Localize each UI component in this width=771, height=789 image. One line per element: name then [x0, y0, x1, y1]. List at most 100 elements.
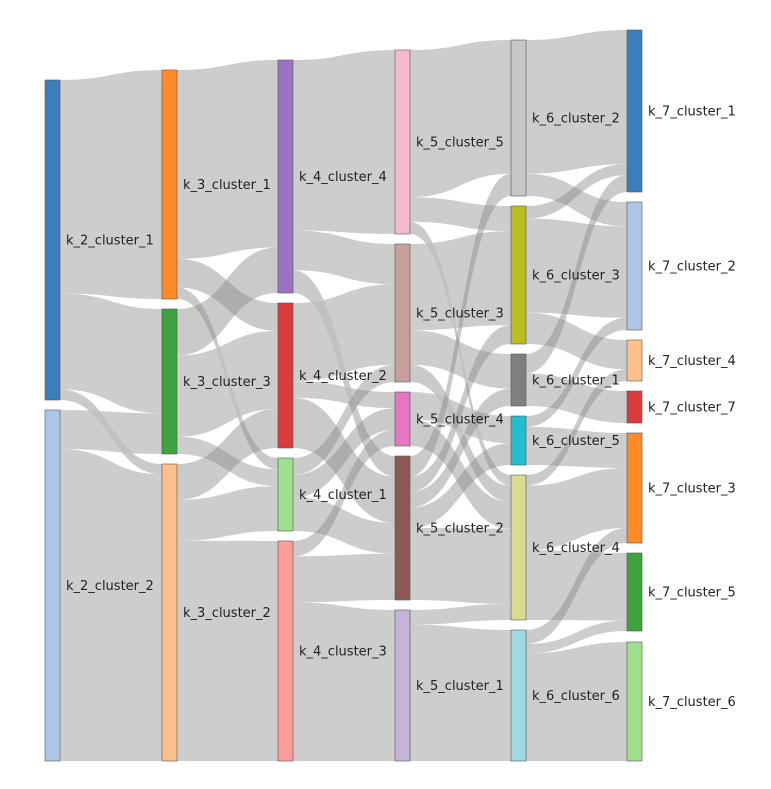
link-k_6_cluster_3-to-k_7_cluster_4[interactable]: [526, 312, 627, 370]
link-k_6_cluster_2-to-k_7_cluster_2[interactable]: [526, 173, 627, 227]
node-k_6_cluster_6[interactable]: [510, 629, 527, 762]
link-k_5_cluster_4-to-k_6_cluster_5[interactable]: [410, 392, 511, 444]
link-k_5_cluster_2-to-k_6_cluster_5[interactable]: [410, 443, 511, 528]
link-k_6_cluster_1-to-k_7_cluster_7[interactable]: [526, 373, 627, 424]
node-label-k_7_cluster_1: k_7_cluster_1: [648, 105, 736, 120]
link-k_4_cluster_4-to-k_5_cluster_3[interactable]: [293, 230, 395, 285]
node-label-k_7_cluster_7: k_7_cluster_7: [648, 401, 736, 416]
node-label-k_6_cluster_5: k_6_cluster_5: [532, 434, 620, 449]
link-k_2_cluster_1-to-k_3_cluster_1[interactable]: [60, 70, 162, 299]
node-k_6_cluster_3[interactable]: [510, 205, 527, 345]
link-k_6_cluster_4-to-k_7_cluster_3[interactable]: [526, 468, 627, 551]
node-k_4_cluster_4[interactable]: [277, 59, 294, 294]
node-label-k_3_cluster_2: k_3_cluster_2: [183, 606, 271, 621]
node-k_3_cluster_2[interactable]: [161, 463, 178, 762]
link-k_6_cluster_6-to-k_7_cluster_5[interactable]: [526, 620, 627, 654]
node-k_6_cluster_4[interactable]: [510, 474, 527, 621]
link-k_3_cluster_1-to-k_4_cluster_2[interactable]: [177, 258, 278, 331]
link-k_4_cluster_4-to-k_5_cluster_2[interactable]: [293, 270, 395, 477]
node-k_7_cluster_4[interactable]: [626, 339, 643, 382]
link-k_2_cluster_2-to-k_3_cluster_3[interactable]: [60, 410, 162, 454]
node-k_7_cluster_1[interactable]: [626, 29, 643, 193]
link-k_4_cluster_2-to-k_5_cluster_2[interactable]: [293, 397, 395, 523]
node-k_4_cluster_2[interactable]: [277, 302, 294, 449]
link-k_4_cluster_2-to-k_5_cluster_3[interactable]: [293, 284, 395, 382]
node-label-k_7_cluster_5: k_7_cluster_5: [648, 586, 736, 601]
node-k_7_cluster_5[interactable]: [626, 552, 643, 632]
node-label-k_2_cluster_2: k_2_cluster_2: [66, 579, 154, 594]
link-k_4_cluster_4-to-k_5_cluster_5[interactable]: [293, 50, 395, 234]
node-k_6_cluster_2[interactable]: [510, 39, 527, 197]
link-k_6_cluster_4-to-k_7_cluster_5[interactable]: [526, 550, 627, 621]
link-k_3_cluster_3-to-k_4_cluster_2[interactable]: [177, 330, 278, 437]
link-k_5_cluster_2-to-k_6_cluster_3[interactable]: [410, 325, 511, 492]
node-label-k_6_cluster_3: k_6_cluster_3: [532, 269, 620, 284]
node-k_7_cluster_3[interactable]: [626, 432, 643, 544]
node-label-k_7_cluster_4: k_7_cluster_4: [648, 354, 736, 369]
link-k_6_cluster_6-to-k_7_cluster_6[interactable]: [526, 642, 627, 761]
node-label-k_4_cluster_4: k_4_cluster_4: [299, 170, 387, 185]
node-label-k_5_cluster_4: k_5_cluster_4: [416, 413, 504, 428]
link-k_5_cluster_2-to-k_6_cluster_1[interactable]: [410, 388, 511, 508]
link-k_4_cluster_3-to-k_5_cluster_2[interactable]: [293, 553, 395, 603]
node-k_2_cluster_1[interactable]: [44, 79, 61, 401]
node-k_7_cluster_6[interactable]: [626, 641, 643, 762]
node-label-k_6_cluster_6: k_6_cluster_6: [532, 689, 620, 704]
link-k_5_cluster_5-to-k_6_cluster_3[interactable]: [410, 197, 511, 232]
link-k_5_cluster_1-to-k_6_cluster_6[interactable]: [410, 624, 511, 761]
link-k_4_cluster_1-to-k_5_cluster_2[interactable]: [293, 497, 395, 554]
link-k_5_cluster_4-to-k_6_cluster_4[interactable]: [410, 419, 511, 529]
link-k_6_cluster_5-to-k_7_cluster_3[interactable]: [526, 426, 627, 468]
link-k_3_cluster_1-to-k_4_cluster_4[interactable]: [177, 60, 278, 259]
link-k_6_cluster_5-to-k_7_cluster_2[interactable]: [526, 317, 627, 427]
node-k_5_cluster_3[interactable]: [394, 243, 411, 383]
link-k_6_cluster_6-to-k_7_cluster_3[interactable]: [526, 528, 627, 645]
link-k_4_cluster_3-to-k_5_cluster_1[interactable]: [293, 602, 395, 761]
link-k_4_cluster_2-to-k_5_cluster_4[interactable]: [293, 381, 395, 409]
link-k_5_cluster_3-to-k_6_cluster_1[interactable]: [410, 330, 511, 389]
node-k_4_cluster_1[interactable]: [277, 457, 294, 532]
node-label-k_6_cluster_1: k_6_cluster_1: [532, 374, 620, 389]
link-k_4_cluster_1-to-k_5_cluster_4[interactable]: [293, 408, 395, 498]
node-k_3_cluster_1[interactable]: [161, 69, 178, 300]
node-label-k_2_cluster_1: k_2_cluster_1: [66, 234, 154, 249]
node-k_5_cluster_1[interactable]: [394, 609, 411, 762]
node-k_4_cluster_3[interactable]: [277, 540, 294, 762]
link-k_5_cluster_5-to-k_6_cluster_2[interactable]: [410, 40, 511, 198]
node-label-k_7_cluster_3: k_7_cluster_3: [648, 482, 736, 497]
node-k_5_cluster_5[interactable]: [394, 49, 411, 235]
node-k_2_cluster_2[interactable]: [44, 409, 61, 762]
link-k_5_cluster_2-to-k_6_cluster_2[interactable]: [410, 173, 511, 477]
link-k_5_cluster_2-to-k_6_cluster_4[interactable]: [410, 528, 511, 604]
link-k_6_cluster_3-to-k_7_cluster_1[interactable]: [526, 164, 627, 219]
link-k_3_cluster_3-to-k_4_cluster_4[interactable]: [177, 247, 278, 356]
node-label-k_7_cluster_2: k_7_cluster_2: [648, 260, 736, 275]
link-k_5_cluster_3-to-k_6_cluster_4[interactable]: [410, 364, 511, 502]
node-label-k_3_cluster_3: k_3_cluster_3: [183, 375, 271, 390]
node-k_6_cluster_1[interactable]: [510, 353, 527, 407]
link-k_2_cluster_2-to-k_3_cluster_2[interactable]: [60, 449, 162, 761]
link-k_3_cluster_2-to-k_4_cluster_3[interactable]: [177, 540, 278, 761]
node-k_6_cluster_5[interactable]: [510, 415, 527, 466]
link-k_3_cluster_3-to-k_4_cluster_1[interactable]: [177, 436, 278, 487]
node-label-k_6_cluster_2: k_6_cluster_2: [532, 112, 620, 127]
link-k_4_cluster_3-to-k_5_cluster_4[interactable]: [293, 429, 395, 557]
node-k_7_cluster_2[interactable]: [626, 201, 643, 331]
link-k_6_cluster_1-to-k_7_cluster_1[interactable]: [526, 175, 627, 374]
node-k_5_cluster_4[interactable]: [394, 391, 411, 447]
node-k_5_cluster_2[interactable]: [394, 455, 411, 601]
link-k_2_cluster_1-to-k_3_cluster_3[interactable]: [60, 293, 162, 414]
link-k_5_cluster_3-to-k_6_cluster_3[interactable]: [410, 231, 511, 331]
node-k_7_cluster_7[interactable]: [626, 390, 643, 424]
node-label-k_5_cluster_1: k_5_cluster_1: [416, 679, 504, 694]
link-k_4_cluster_1-to-k_5_cluster_3[interactable]: [293, 364, 395, 475]
link-k_5_cluster_1-to-k_6_cluster_4[interactable]: [410, 603, 511, 625]
link-k_3_cluster_2-to-k_4_cluster_2[interactable]: [177, 408, 278, 500]
link-k_6_cluster_4-to-k_7_cluster_4[interactable]: [526, 369, 627, 486]
node-label-k_6_cluster_4: k_6_cluster_4: [532, 541, 620, 556]
link-k_6_cluster_3-to-k_7_cluster_2[interactable]: [526, 218, 627, 318]
link-k_3_cluster_2-to-k_4_cluster_1[interactable]: [177, 486, 278, 541]
node-k_3_cluster_3[interactable]: [161, 308, 178, 455]
link-k_6_cluster_2-to-k_7_cluster_1[interactable]: [526, 30, 627, 174]
node-label-k_4_cluster_3: k_4_cluster_3: [299, 645, 387, 660]
